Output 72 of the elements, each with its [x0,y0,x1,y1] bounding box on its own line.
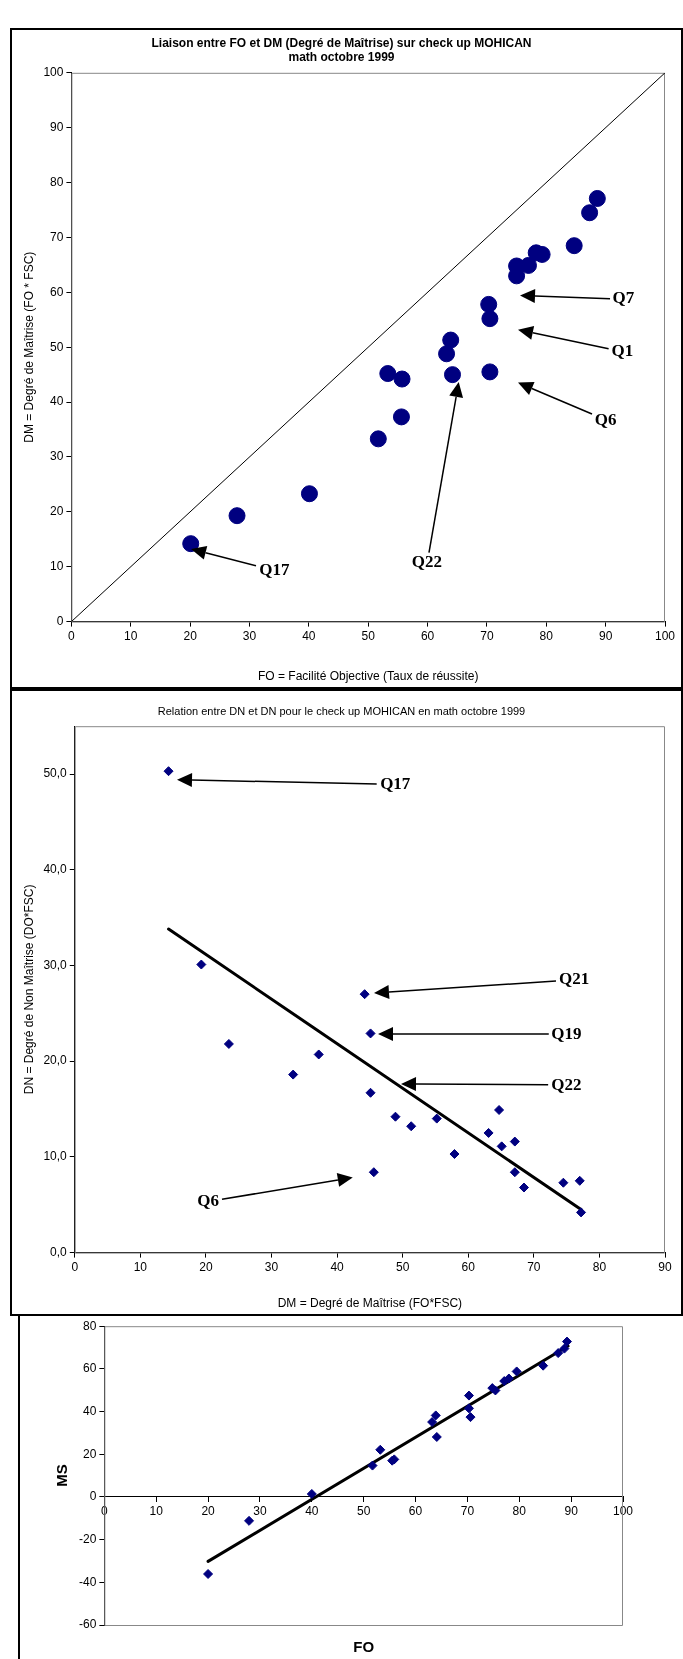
x-tick-label: 40 [330,1260,345,1275]
x-tick-label: 10 [149,1504,164,1519]
x-tick-label: 90 [564,1504,579,1519]
annotation: Q22 [551,1074,582,1094]
x-tick-label: 20 [199,1260,213,1275]
x-tick-label: 90 [598,629,613,644]
y-tick-label: 50 [50,339,64,354]
y-tick-label: -20 [79,1531,97,1546]
x-axis-title: FO = Facilité Objective (Taux de réussite) [258,669,479,684]
annotation: Q7 [612,288,635,308]
annotation: Q21 [558,969,590,989]
y-axis-title: MS [53,1464,71,1487]
annotation: Q17 [380,774,411,794]
x-tick-label: 10 [124,629,138,644]
y-tick-label: 0 [56,613,64,628]
y-axis-title: DM = Degré de Maîtrise (FO * FSC) [21,251,36,443]
x-tick-label: 10 [133,1260,148,1275]
y-tick-label: 50,0 [43,766,68,781]
x-tick-label: 20 [201,1504,216,1519]
y-tick-label: 30,0 [43,957,68,972]
annotation: Q1 [611,340,634,360]
y-tick-label: 30 [50,449,64,464]
y-tick-label: 60 [50,284,64,299]
y-axis-title: DN = Degré de Non Maîtrise (DO*FSC) [21,884,36,1095]
x-tick-label: 60 [461,1260,476,1275]
y-tick-label: 10 [50,559,64,574]
x-axis-title: FO [353,1637,375,1655]
y-tick-label: -60 [79,1617,97,1632]
x-tick-label: 30 [242,629,257,644]
y-tick-label: 40,0 [43,862,68,877]
y-tick-label: 0 [89,1489,97,1504]
x-tick-label: 40 [302,629,316,644]
x-tick-label: 80 [539,629,554,644]
annotation: Q22 [411,551,443,571]
x-tick-label: 70 [527,1260,541,1275]
x-tick-label: 90 [658,1260,672,1275]
chart-title: Liaison entre FO et DM (Degré de Maîtrise) sur check up MOHICAN math octobre 1999 [151,35,532,64]
chart-title: Relation entre DN et DN pour le check up MOHICAN en math octobre 1999 [157,704,526,717]
y-tick-label: 80 [82,1318,97,1333]
y-tick-label: 60 [82,1361,97,1376]
x-tick-label: 100 [654,629,676,644]
y-tick-label: 20 [50,504,64,519]
x-tick-label: 80 [592,1260,607,1275]
x-tick-label: 50 [361,629,376,644]
y-tick-label: 0,0 [50,1244,68,1259]
x-tick-label: 70 [460,1504,475,1519]
x-tick-label: 40 [305,1504,319,1519]
x-tick-label: 30 [264,1260,279,1275]
y-tick-label: 20 [82,1446,97,1461]
y-tick-label: 90 [50,119,64,134]
y-tick-label: 70 [50,229,64,244]
annotation: Q6 [594,409,617,429]
annotation: Q19 [551,1023,582,1043]
y-tick-label: 40 [50,394,64,409]
x-tick-label: 20 [183,629,198,644]
x-tick-label: 30 [253,1504,267,1519]
y-tick-label: -40 [79,1574,97,1589]
x-axis-title: DM = Degré de Maîtrise (FO*FSC) [277,1296,463,1311]
y-tick-label: 40 [82,1403,97,1418]
x-tick-label: 100 [612,1504,634,1519]
y-tick-label: 10,0 [43,1149,68,1164]
y-tick-label: 100 [43,65,64,80]
x-tick-label: 50 [356,1504,371,1519]
x-tick-label: 60 [420,629,435,644]
x-tick-label: 60 [408,1504,423,1519]
x-tick-label: 50 [395,1260,410,1275]
x-tick-label: 80 [512,1504,527,1519]
y-tick-label: 80 [50,174,64,189]
annotation: Q17 [259,559,291,579]
y-tick-label: 20,0 [43,1053,68,1068]
annotation: Q6 [197,1191,220,1211]
x-tick-label: 70 [480,629,494,644]
